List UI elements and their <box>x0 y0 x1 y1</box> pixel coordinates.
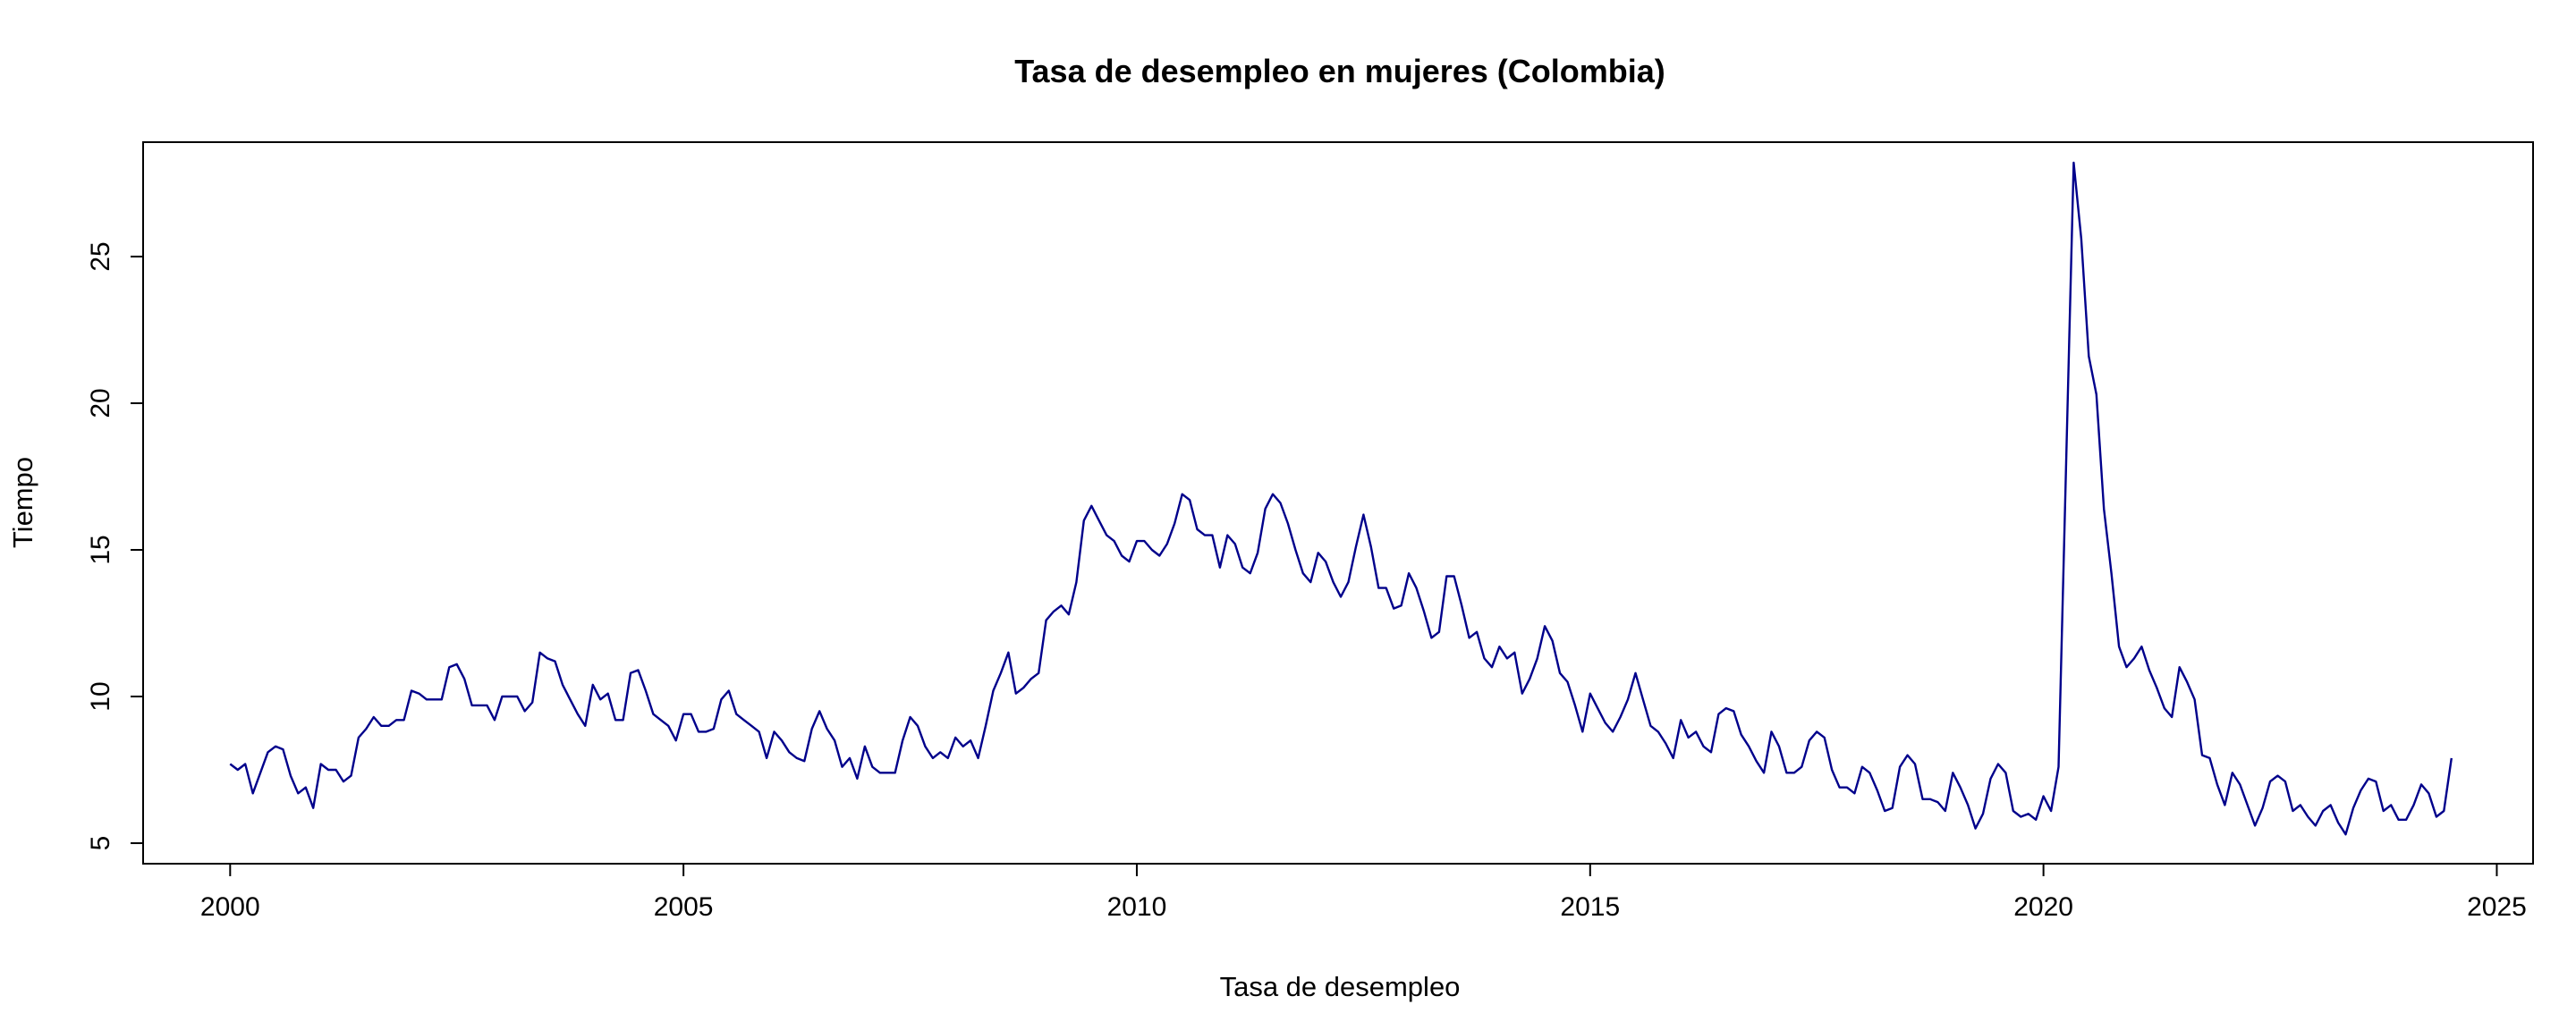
y-tick-label: 10 <box>86 681 115 711</box>
y-tick-label: 5 <box>86 836 115 851</box>
x-tick-label: 2000 <box>200 892 260 922</box>
y-tick-label: 15 <box>86 535 115 564</box>
chart-title: Tasa de desempleo en mujeres (Colombia) <box>1014 53 1665 89</box>
series-line <box>229 161 2453 836</box>
x-tick-label: 2015 <box>1560 892 1620 922</box>
y-axis-label: Tiempo <box>7 457 38 548</box>
x-tick-label: 2020 <box>2013 892 2073 922</box>
x-tick-label: 2005 <box>654 892 714 922</box>
x-tick-label: 2025 <box>2467 892 2527 922</box>
x-axis-label: Tasa de desempleo <box>1220 971 1461 1002</box>
y-axis: 5 10 15 20 25 <box>86 241 144 851</box>
plot-frame <box>142 141 2534 865</box>
x-axis: 2000 2005 2010 2015 2020 2025 <box>200 863 2527 922</box>
y-tick-label: 20 <box>86 388 115 418</box>
x-tick-label: 2010 <box>1107 892 1167 922</box>
y-tick-label: 25 <box>86 241 115 271</box>
